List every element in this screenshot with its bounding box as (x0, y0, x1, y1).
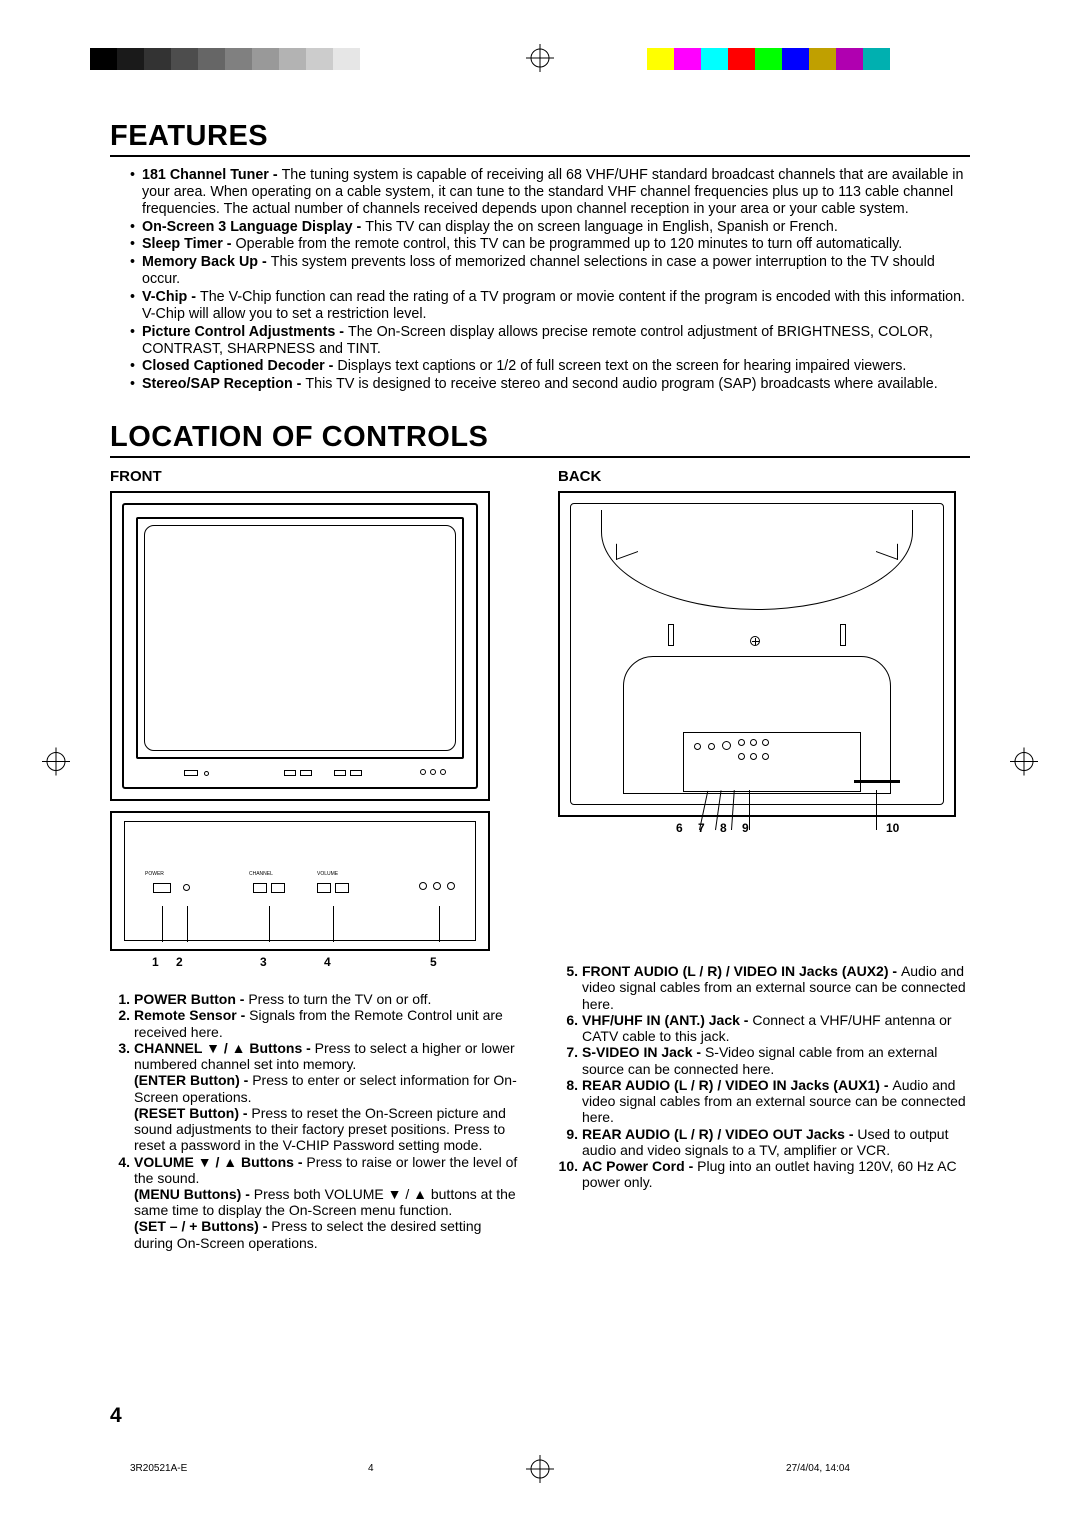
control-description: 6.VHF/UHF IN (ANT.) Jack - Connect a VHF… (558, 1012, 970, 1044)
footer-page: 4 (368, 1463, 374, 1474)
feature-item: Picture Control Adjustments - The On-Scr… (130, 324, 970, 358)
callout-8: 8 (720, 821, 727, 835)
manual-page: FEATURES 181 Channel Tuner - The tuning … (0, 0, 1080, 1528)
feature-item: Sleep Timer - Operable from the remote c… (130, 236, 970, 253)
feature-item: V-Chip - The V-Chip function can read th… (130, 289, 970, 323)
tv-front-panel-diagram: POWER CHANNEL VOLUME (110, 811, 490, 951)
tv-back-diagram (558, 491, 956, 817)
registration-mark-icon (1010, 748, 1038, 781)
front-column: FRONT (110, 468, 522, 1251)
registration-mark-icon (526, 1455, 554, 1488)
callout-4: 4 (324, 955, 331, 969)
feature-item: Stereo/SAP Reception - This TV is design… (130, 376, 970, 393)
control-description: 3.CHANNEL ▼ / ▲ Buttons - Press to selec… (110, 1040, 522, 1154)
callout-9: 9 (742, 821, 749, 835)
control-description: 1.POWER Button - Press to turn the TV on… (110, 991, 522, 1007)
front-descriptions: 1.POWER Button - Press to turn the TV on… (110, 991, 522, 1251)
back-subheading: BACK (558, 468, 970, 485)
registration-mark-icon (42, 748, 70, 781)
location-heading: LOCATION OF CONTROLS (110, 421, 970, 458)
control-description: 4.VOLUME ▼ / ▲ Buttons - Press to raise … (110, 1154, 522, 1251)
control-description: 7.S-VIDEO IN Jack - S-Video signal cable… (558, 1044, 970, 1076)
callout-7: 7 (698, 821, 705, 835)
callout-3: 3 (260, 955, 267, 969)
back-column: BACK (558, 468, 970, 1251)
features-heading: FEATURES (110, 120, 970, 157)
page-content: FEATURES 181 Channel Tuner - The tuning … (110, 120, 970, 1251)
back-descriptions: 5.FRONT AUDIO (L / R) / VIDEO IN Jacks (… (558, 963, 970, 1190)
control-description: 10.AC Power Cord - Plug into an outlet h… (558, 1158, 970, 1190)
control-description: 2.Remote Sensor - Signals from the Remot… (110, 1007, 522, 1039)
footer-date: 27/4/04, 14:04 (786, 1463, 850, 1474)
registration-mark-icon (526, 44, 554, 77)
feature-item: Memory Back Up - This system prevents lo… (130, 254, 970, 288)
front-callout-numbers: 1 2 3 4 5 (110, 955, 522, 983)
control-description: 5.FRONT AUDIO (L / R) / VIDEO IN Jacks (… (558, 963, 970, 1012)
tv-front-diagram (110, 491, 490, 801)
callout-5: 5 (430, 955, 437, 969)
feature-item: 181 Channel Tuner - The tuning system is… (130, 167, 970, 218)
controls-columns: FRONT (110, 468, 970, 1251)
front-subheading: FRONT (110, 468, 522, 485)
control-description: 9.REAR AUDIO (L / R) / VIDEO OUT Jacks -… (558, 1126, 970, 1158)
color-strip (647, 48, 890, 70)
callout-1: 1 (152, 955, 159, 969)
grayscale-strip (90, 48, 360, 70)
footer-doc-code: 3R20521A-E (130, 1463, 187, 1474)
back-callout-numbers: 6 7 8 9 10 (558, 821, 970, 845)
callout-2: 2 (176, 955, 183, 969)
feature-item: Closed Captioned Decoder - Displays text… (130, 358, 970, 375)
page-number: 4 (110, 1404, 122, 1428)
feature-item: On-Screen 3 Language Display - This TV c… (130, 219, 970, 236)
control-description: 8.REAR AUDIO (L / R) / VIDEO IN Jacks (A… (558, 1077, 970, 1126)
callout-10: 10 (886, 821, 899, 835)
features-list: 181 Channel Tuner - The tuning system is… (110, 167, 970, 393)
callout-6: 6 (676, 821, 683, 835)
